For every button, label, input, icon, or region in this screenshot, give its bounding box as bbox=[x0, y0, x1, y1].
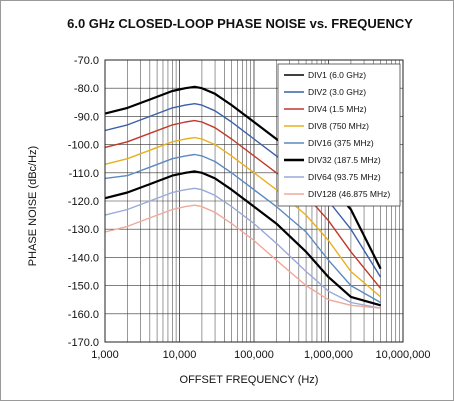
legend-label: DIV2 (3.0 GHz) bbox=[308, 87, 366, 97]
y-tick-label: -140.0 bbox=[68, 252, 99, 264]
x-tick-label: 10,000 bbox=[163, 349, 197, 361]
legend-label: DIV16 (375 MHz) bbox=[308, 138, 374, 148]
series-line-5 bbox=[104, 153, 381, 304]
series-line-3 bbox=[104, 119, 382, 289]
legend: DIV1 (6.0 GHz) DIV2 (3.0 GHz) DIV4 (1.5 MH… bbox=[277, 63, 401, 207]
plot-border bbox=[104, 59, 404, 343]
legend-box bbox=[277, 63, 401, 207]
y-tick-label: -70.0 bbox=[74, 55, 99, 67]
chart-title: 6.0 GHz CLOSED-LOOP PHASE NOISE vs. FREQ… bbox=[67, 16, 413, 31]
legend-label: DIV8 (750 MHz) bbox=[308, 121, 369, 131]
y-tick-label: -100.0 bbox=[68, 140, 99, 152]
y-tick-label: -150.0 bbox=[68, 281, 99, 293]
y-tick-label: -170.0 bbox=[68, 337, 99, 349]
series-line-7 bbox=[104, 187, 381, 309]
x-axis-label: OFFSET FREQUENCY (Hz) bbox=[180, 374, 319, 386]
x-tick-label: 100,000 bbox=[234, 349, 274, 361]
x-tick-label: 1,000 bbox=[91, 349, 119, 361]
y-axis-label: PHASE NOISE (dBc/Hz) bbox=[27, 146, 39, 266]
tick-labels: -70.0 -80.0 -90.0 -100.0 -110.0 -120.0 -130.0 -… bbox=[68, 55, 431, 361]
legend-label: DIV4 (1.5 MHz) bbox=[308, 104, 367, 114]
series-line-6 bbox=[104, 170, 381, 307]
legend-label: DIV1 (6.0 GHz) bbox=[308, 70, 366, 80]
x-tick-label: 1,000,000 bbox=[304, 349, 353, 361]
y-tick-label: -90.0 bbox=[74, 111, 99, 123]
y-tick-label: -130.0 bbox=[68, 224, 99, 236]
y-tick-label: -120.0 bbox=[68, 196, 99, 208]
x-tick-label: 10,000,000 bbox=[375, 349, 430, 361]
legend-label: DIV128 (46.875 MHz) bbox=[308, 189, 390, 199]
y-tick-label: -80.0 bbox=[74, 83, 99, 95]
series-line-4 bbox=[104, 136, 382, 298]
y-tick-label: -160.0 bbox=[68, 309, 99, 321]
y-tick-label: -110.0 bbox=[69, 168, 99, 180]
series-line-8 bbox=[104, 204, 381, 309]
legend-label: DIV64 (93.75 MHz) bbox=[308, 172, 381, 182]
legend-label: DIV32 (187.5 MHz) bbox=[308, 155, 381, 165]
